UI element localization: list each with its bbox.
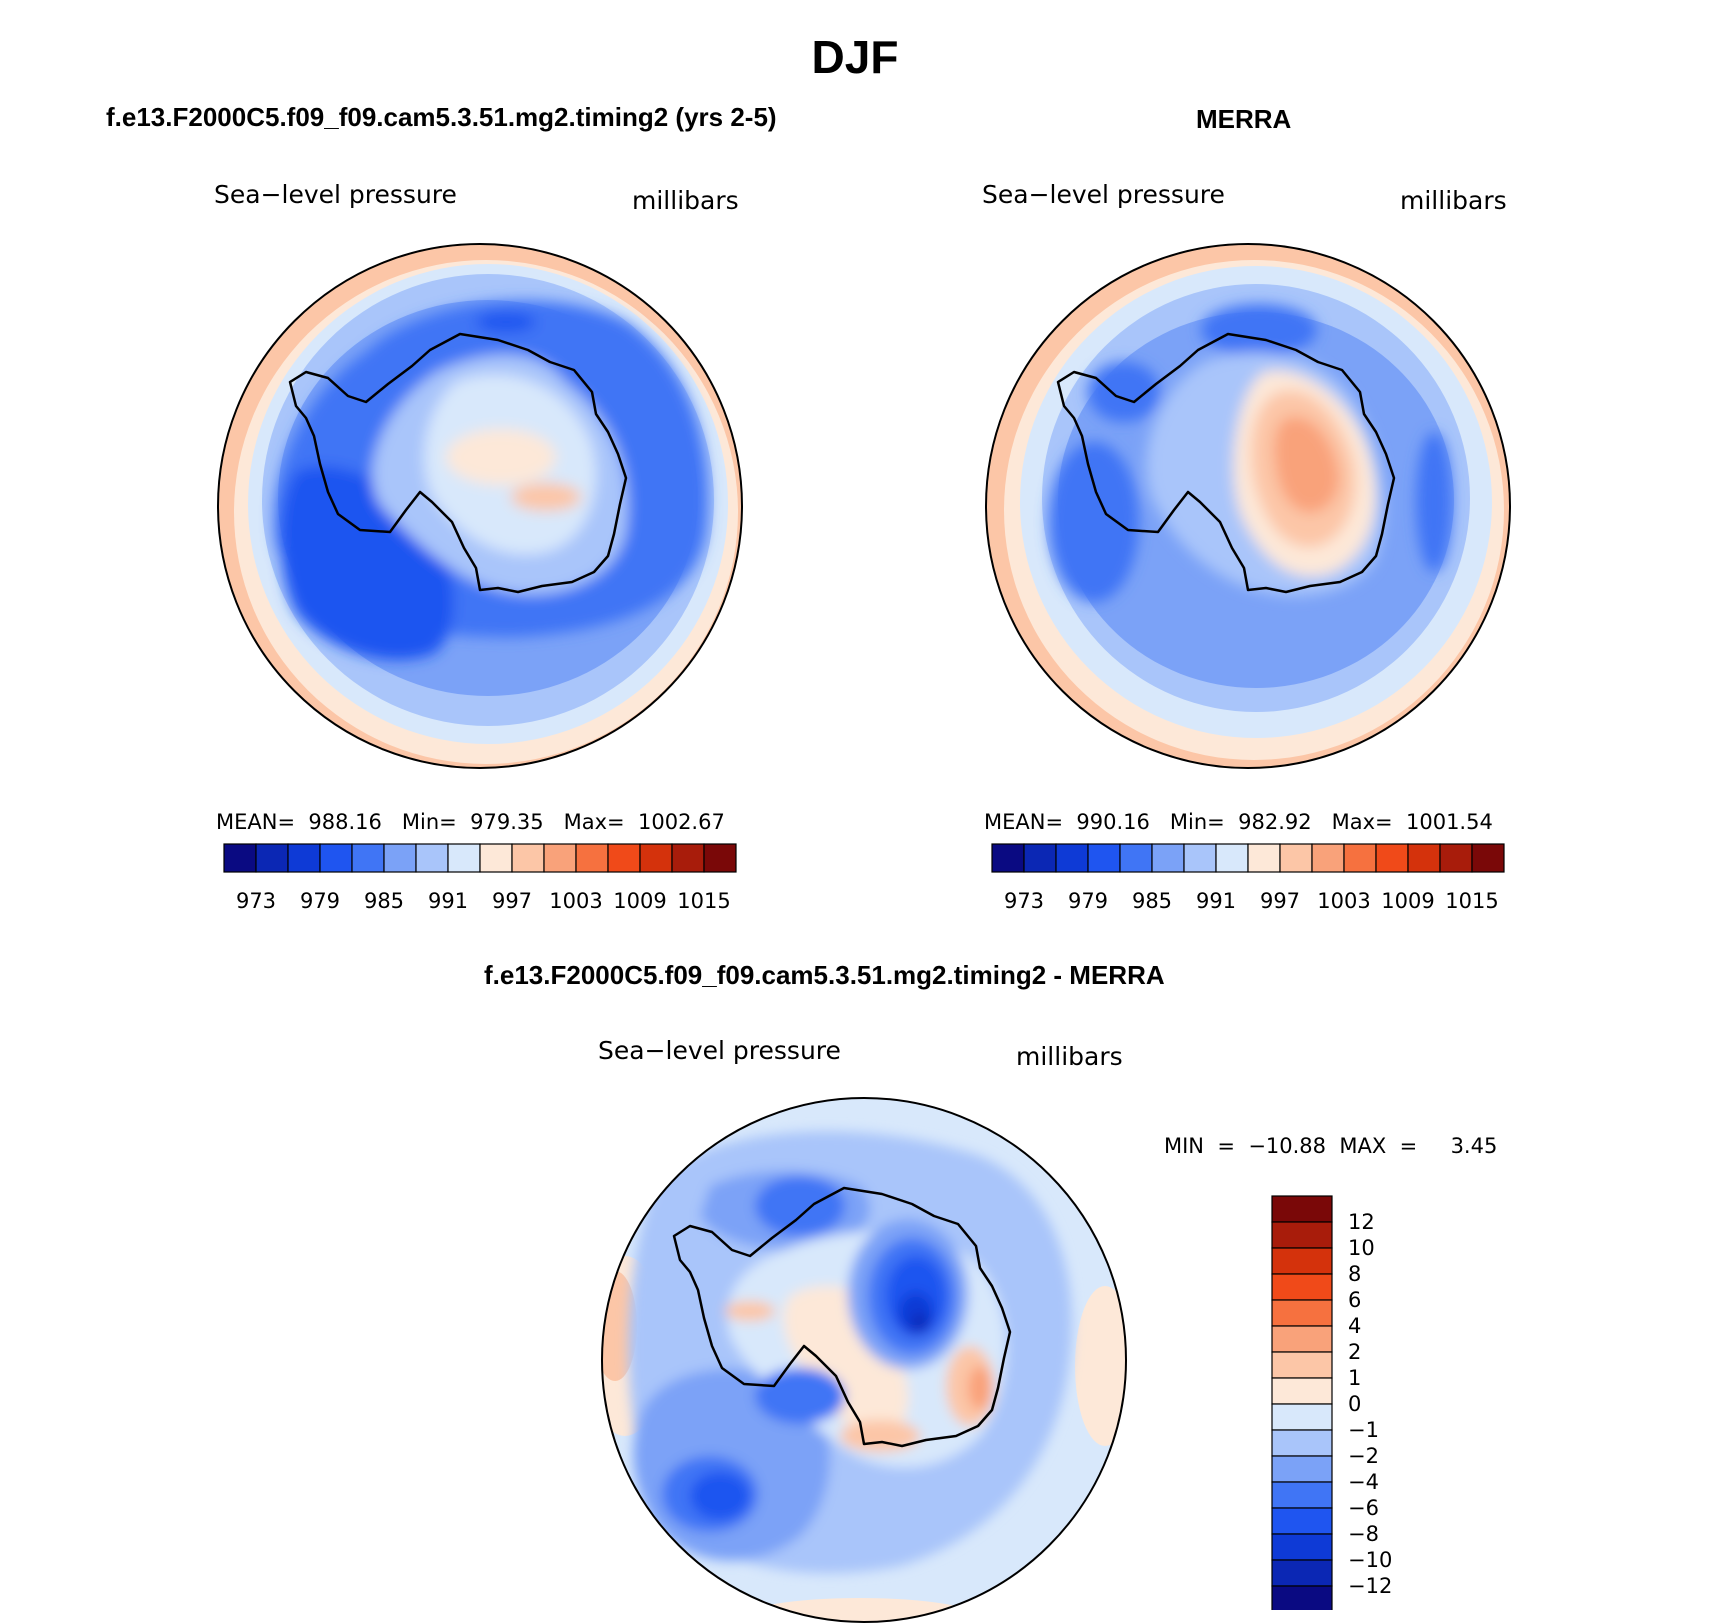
panel-3-colorbar-swatch <box>1271 1195 1333 1223</box>
panel-2-colorbar-swatch <box>1023 843 1057 873</box>
panel-1-colorbar-swatch <box>543 843 577 873</box>
panel-3-colorbar-swatch <box>1271 1559 1333 1587</box>
panel-3-colorbar-swatch <box>1271 1507 1333 1535</box>
panel-2-colorbar-tick-label: 973 <box>1004 889 1044 912</box>
panel-3-colorbar-swatch <box>1271 1481 1333 1509</box>
panel-3-colorbar-swatch <box>1271 1273 1333 1301</box>
panel-2-colorbar-tick-label: 1009 <box>1381 889 1434 912</box>
panel-3-colorbar-swatch <box>1271 1585 1333 1610</box>
panel-1-colorbar-swatch <box>255 843 289 873</box>
panel-3-colorbar-tick-label: 12 <box>1348 1210 1375 1234</box>
panel-3-colorbar-tick-label: 1 <box>1348 1366 1361 1390</box>
panel-3-colorbar-tick-label: −8 <box>1348 1522 1379 1546</box>
panel-2-colorbar-tick-label: 991 <box>1196 889 1236 912</box>
panel-1-colorbar-swatch <box>319 843 353 873</box>
panel-3-colorbar-tick-label: 6 <box>1348 1288 1361 1312</box>
panel-2-field-label: Sea−level pressure <box>982 180 1225 209</box>
panel-2-colorbar-swatch <box>1439 843 1473 873</box>
panel-1-colorbar-tick-label: 1009 <box>613 889 666 912</box>
panel-1-colorbar-tick-label: 1015 <box>677 889 730 912</box>
panel-3-colorbar-tick-label: −4 <box>1348 1470 1379 1494</box>
panel-2-colorbar: 973 979 985 991 997 1003 1009 1015 <box>991 843 1505 912</box>
panel-2-colorbar-swatch <box>1087 843 1121 873</box>
panel-1-colorbar-swatch <box>351 843 385 873</box>
panel-3-colorbar-tick-label: 10 <box>1348 1236 1375 1260</box>
panel-3-colorbar-tick-label: −1 <box>1348 1418 1379 1442</box>
panel-3-stats: MIN = −10.88 MAX = 3.45 <box>1164 1134 1498 1158</box>
panel-2-colorbar-tick-label: 985 <box>1132 889 1172 912</box>
panel-1-colorbar-swatch <box>575 843 609 873</box>
panel-2-colorbar-swatch <box>1471 843 1505 873</box>
panel-1-colorbar-swatch <box>639 843 673 873</box>
panel-2-colorbar-swatch <box>1375 843 1409 873</box>
panel-1-colorbar-tick-label: 979 <box>300 889 340 912</box>
panel-1-colorbar-swatch <box>511 843 545 873</box>
panel-1-colorbar-swatch <box>383 843 417 873</box>
panel-2-units-label: millibars <box>1400 186 1507 215</box>
panel-2-polar-map <box>985 243 1511 769</box>
panel-3-colorbar-swatch <box>1271 1351 1333 1379</box>
panel-2-title: MERRA <box>1196 104 1292 134</box>
panel-2-colorbar-swatch <box>1247 843 1281 873</box>
panel-2-colorbar-swatch <box>1215 843 1249 873</box>
panel-2-colorbar-swatch <box>1055 843 1089 873</box>
panel-3-colorbar-tick-label: 4 <box>1348 1314 1361 1338</box>
panel-1-colorbar: 973 979 985 991 997 1003 1009 1015 <box>223 843 737 912</box>
panel-2-colorbar-tick-label: 1003 <box>1317 889 1370 912</box>
panel-1-colorbar-swatch <box>415 843 449 873</box>
panel-2-colorbar-tick-label: 1015 <box>1445 889 1498 912</box>
panel-3-colorbar-swatch <box>1271 1403 1333 1431</box>
panel-1-field-label: Sea−level pressure <box>214 180 457 209</box>
panel-1-colorbar-swatch <box>447 843 481 873</box>
panel-1-colorbar-swatch <box>287 843 321 873</box>
panel-1-colorbar-tick-label: 991 <box>428 889 468 912</box>
panel-1-colorbar-swatch <box>671 843 705 873</box>
panel-2-colorbar-swatch <box>1183 843 1217 873</box>
panel-1-colorbar-tick-label: 973 <box>236 889 276 912</box>
panel-3-colorbar-swatch <box>1271 1455 1333 1483</box>
panel-2-stats: MEAN= 990.16 Min= 982.92 Max= 1001.54 <box>984 810 1493 834</box>
panel-2-colorbar-tick-label: 979 <box>1068 889 1108 912</box>
panel-2-colorbar-swatch <box>1119 843 1153 873</box>
panel-3-colorbar-swatch <box>1271 1429 1333 1457</box>
panel-1-units-label: millibars <box>632 186 739 215</box>
panel-1-title: f.e13.F2000C5.f09_f09.cam5.3.51.mg2.timi… <box>106 102 777 132</box>
panel-1-colorbar-swatch <box>479 843 513 873</box>
panel-2-colorbar-swatch <box>1279 843 1313 873</box>
panel-3-polar-map <box>601 1097 1127 1623</box>
panel-3-colorbar-tick-label: 0 <box>1348 1392 1361 1416</box>
panel-3-field-label: Sea−level pressure <box>598 1036 841 1065</box>
panel-1-colorbar-tick-label: 997 <box>492 889 532 912</box>
panel-2-colorbar-swatch <box>1407 843 1441 873</box>
panel-3-units-label: millibars <box>1016 1042 1123 1071</box>
panel-3-colorbar-tick-label: −10 <box>1348 1548 1392 1572</box>
panel-1-colorbar-swatch <box>703 843 737 873</box>
panel-2-colorbar-swatch <box>1311 843 1345 873</box>
panel-3-colorbar-tick-label: −6 <box>1348 1496 1379 1520</box>
panel-2-colorbar-swatch <box>991 843 1025 873</box>
panel-3-title: f.e13.F2000C5.f09_f09.cam5.3.51.mg2.timi… <box>484 960 1165 990</box>
panel-3-colorbar-tick-label: 8 <box>1348 1262 1361 1286</box>
panel-1-colorbar-tick-label: 985 <box>364 889 404 912</box>
panel-3-colorbar-tick-label: −12 <box>1348 1574 1392 1598</box>
panel-1-colorbar-swatch <box>223 843 257 873</box>
panel-3-colorbar-swatch <box>1271 1221 1333 1249</box>
panel-2-colorbar-tick-label: 997 <box>1260 889 1300 912</box>
panel-1-stats: MEAN= 988.16 Min= 979.35 Max= 1002.67 <box>216 810 725 834</box>
panel-1-colorbar-tick-label: 1003 <box>549 889 602 912</box>
panel-1-colorbar-swatch <box>607 843 641 873</box>
panel-3-colorbar-swatch <box>1271 1325 1333 1353</box>
panel-3-colorbar-tick-label: −2 <box>1348 1444 1379 1468</box>
panel-2-colorbar-swatch <box>1151 843 1185 873</box>
page-title: DJF <box>811 31 899 83</box>
panel-2-colorbar-swatch <box>1343 843 1377 873</box>
panel-3-colorbar-swatch <box>1271 1533 1333 1561</box>
panel-3-colorbar-swatch <box>1271 1377 1333 1405</box>
panel-3-colorbar-swatch <box>1271 1299 1333 1327</box>
panel-3-colorbar-swatch <box>1271 1247 1333 1275</box>
panel-3-colorbar-tick-label: 2 <box>1348 1340 1361 1364</box>
panel-1-polar-map <box>217 243 743 769</box>
